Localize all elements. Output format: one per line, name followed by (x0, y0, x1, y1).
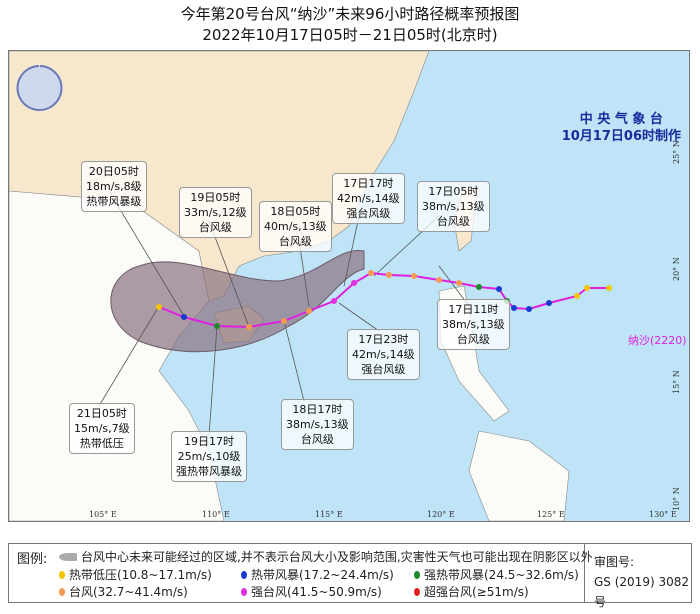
lat-label: 20° N (672, 257, 681, 281)
visayas-islands (468, 430, 570, 521)
track-point (181, 314, 187, 320)
issue-time: 10月17日06时制作 (561, 129, 681, 144)
forecast-box-19d17: 19日17时 25m/s,10级 强热带风暴级 (171, 431, 247, 482)
logo-emblem (16, 65, 63, 111)
track-point (511, 305, 517, 311)
dot-icon (241, 588, 247, 596)
map-canvas: 25° N 20° N 15° N 10° N 105° E 110° E 11… (9, 51, 681, 521)
legend-item: 强热带风暴(24.5~32.6m/s) (414, 566, 579, 583)
forecast-box-17d05: 17日05时 38m/s,13级 台风级 (417, 181, 490, 232)
typhoon-track-map: 25° N 20° N 15° N 10° N 105° E 110° E 11… (8, 50, 690, 522)
forecast-box-17d17: 17日17时 42m/s,14级 强台风级 (332, 173, 405, 224)
title-line1: 今年第20号台风“纳沙”未来96小时路径概率预报图 (180, 5, 520, 23)
forecast-box-19d05: 19日05时 33m/s,12级 台风级 (179, 187, 252, 238)
agency-name: 中 央 气 象 台 (579, 112, 663, 127)
dot-icon (414, 571, 420, 579)
track-point (584, 285, 590, 291)
forecast-box-17d23: 17日23时 42m/s,14级 强台风级 (347, 329, 420, 380)
track-point (496, 286, 502, 292)
lon-label: 115° E (315, 510, 343, 519)
agency-stamp: 中 央 气 象 台 10月17日06时制作 (562, 111, 681, 145)
track-point (411, 273, 417, 279)
forecast-box-17d11: 17日11时 38m/s,13级 台风级 (437, 299, 510, 350)
legend-item: 台风(32.7~41.4m/s) (59, 583, 188, 600)
track-point (574, 293, 580, 299)
legend: 图例: 台风中心未来可能经过的区域,并不表示台风大小及影响范围,灾害性天气也可能… (8, 543, 692, 609)
forecast-box-21d05: 21日05时 15m/s,7级 热带低压 (69, 403, 135, 454)
track-point (281, 318, 287, 324)
legend-item: 热带风暴(17.2~24.4m/s) (241, 566, 394, 583)
lon-label: 130° E (649, 510, 677, 519)
track-point (386, 272, 392, 278)
track-point (246, 324, 252, 330)
approval-number: GS (2019) 3082号 (594, 575, 689, 609)
forecast-box-20d05: 20日05时 18m/s,8级 热带风暴级 (81, 161, 147, 212)
track-point (456, 280, 462, 286)
graticule-labels: 25° N 20° N 15° N 10° N 105° E 110° E 11… (89, 140, 681, 519)
legend-cone-text: 台风中心未来可能经过的区域,并不表示台风大小及影响范围,灾害性天气也可能出现在阴… (81, 550, 593, 564)
forecast-box-18d17: 18日17时 38m/s,13级 台风级 (281, 399, 354, 450)
dot-icon (241, 571, 247, 579)
dot-icon (414, 588, 420, 596)
typhoon-track (158, 271, 609, 329)
track-point (436, 277, 442, 283)
track-point (368, 270, 374, 276)
track-point (306, 308, 312, 314)
lat-label: 10° N (672, 487, 681, 511)
probability-cone (110, 249, 365, 353)
dot-icon (59, 571, 65, 579)
legend-item: 强台风(41.5~50.9m/s) (241, 583, 382, 600)
dot-icon (59, 588, 65, 596)
map-title: 今年第20号台风“纳沙”未来96小时路径概率预报图 2022年10月17日05时… (0, 4, 700, 46)
typhoon-name-label: 纳沙(2220) (628, 334, 687, 347)
legend-item: 热带低压(10.8~17.1m/s) (59, 566, 212, 583)
lat-label: 25° N (672, 140, 681, 164)
track-point (214, 323, 220, 329)
title-line2: 2022年10月17日05时－21日05时(北京时) (202, 26, 498, 44)
lon-label: 105° E (89, 510, 117, 519)
lon-label: 125° E (537, 510, 565, 519)
track-point (546, 300, 552, 306)
approval-label: 审图号: (594, 555, 635, 569)
track-point (156, 304, 162, 310)
track-point (526, 306, 532, 312)
cone-swatch-icon (59, 553, 77, 561)
forecast-box-18d05: 18日05时 40m/s,13级 台风级 (259, 201, 332, 252)
lon-label: 120° E (427, 510, 455, 519)
lat-label: 15° N (672, 370, 681, 394)
track-point (331, 298, 337, 304)
track-point (476, 284, 482, 290)
legend-item: 超强台风(≥51m/s) (414, 583, 529, 600)
lon-label: 110° E (202, 510, 230, 519)
legend-title: 图例: (17, 552, 48, 567)
track-point (606, 285, 612, 291)
track-point (351, 280, 357, 286)
